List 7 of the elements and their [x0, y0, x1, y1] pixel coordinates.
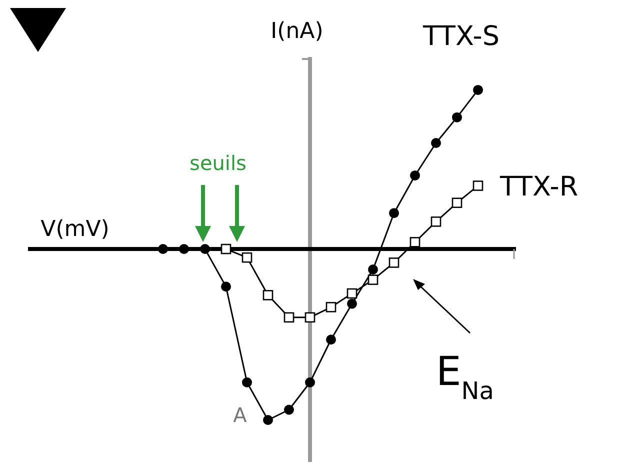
series-label: TTX-R — [499, 172, 578, 203]
annotation: seuils — [190, 151, 246, 175]
series-label: TTX-S — [422, 20, 500, 52]
x-axis-title: V(mV) — [40, 217, 110, 242]
y-axis-title: I(nA) — [270, 19, 324, 44]
annotation: E$_{Na}$ — [436, 349, 494, 405]
annotation: A — [233, 403, 248, 427]
